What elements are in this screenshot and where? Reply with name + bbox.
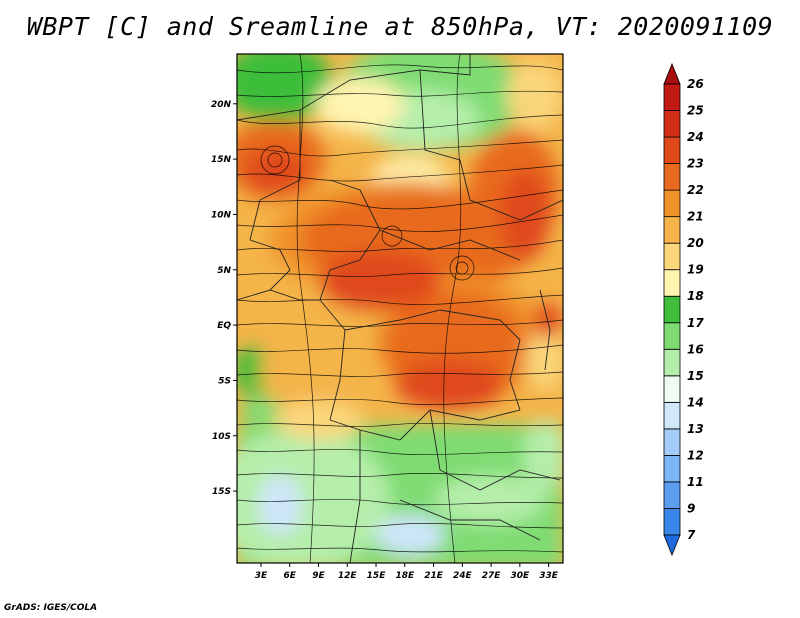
colorbar-swatch (663, 295, 681, 324)
colorbar-label: 26 (687, 77, 704, 91)
country-borders (237, 54, 563, 563)
colorbar-swatch (663, 163, 681, 191)
colorbar-label: 25 (687, 104, 704, 118)
colorbar-swatch (663, 375, 681, 403)
colorbar-max-arrow (663, 62, 681, 85)
colorbar-label: 16 (687, 342, 704, 356)
y-tick-label: EQ (217, 321, 231, 331)
x-tick-label: 33E (539, 571, 559, 581)
colorbar-swatch (663, 508, 681, 536)
x-tick-label: 18E (395, 571, 415, 581)
colorbar-swatch (663, 269, 681, 297)
colorbar-label: 12 (687, 448, 704, 462)
y-tick-label: 15S (212, 487, 231, 497)
x-tick-label: 9E (312, 571, 325, 581)
colorbar-swatch (663, 110, 681, 138)
colorbar-label: 15 (687, 369, 704, 383)
x-tick-label: 21E (424, 571, 444, 581)
colorbar-label: 24 (687, 130, 704, 144)
colorbar-label: 14 (687, 395, 704, 409)
x-tick-label: 30E (511, 571, 531, 581)
colorbar: 7 9 11 12 13 14 15 16 17 18 19 20 21 22 23 24 25 26 (663, 62, 704, 557)
colorbar-label: 19 (687, 263, 704, 277)
x-tick-label: 12E (338, 571, 358, 581)
colorbar-swatch (663, 242, 681, 271)
y-axis: 20N 15N 10N 5N EQ 5S 10S 15S (211, 100, 237, 497)
colorbar-label: 21 (687, 210, 704, 224)
x-tick-label: 3E (255, 571, 268, 581)
colorbar-label: 9 (687, 501, 695, 515)
y-tick-label: 10S (212, 432, 231, 442)
colorbar-swatch (663, 216, 681, 244)
x-tick-label: 15E (367, 571, 387, 581)
colorbar-swatch (663, 455, 681, 483)
chart-title: WBPT [C] and Sreamline at 850hPa, VT: 20… (26, 12, 774, 41)
colorbar-swatch (663, 348, 681, 377)
x-tick-label: 27E (482, 571, 502, 581)
colorbar-swatch (663, 481, 681, 509)
colorbar-label: 20 (687, 236, 704, 250)
y-tick-label: 10N (211, 210, 232, 220)
x-axis: 3E 6E 9E 12E 15E 18E 21E 24E 27E 30E 33E (255, 563, 559, 581)
colorbar-swatch (663, 83, 681, 111)
colorbar-swatch (663, 428, 681, 456)
y-tick-label: 20N (211, 100, 232, 110)
y-tick-label: 5S (218, 376, 231, 386)
colorbar-label: 13 (687, 422, 704, 436)
wbpt-field (237, 54, 563, 563)
colorbar-label: 7 (687, 528, 696, 542)
colorbar-label: 18 (687, 289, 704, 303)
x-tick-label: 6E (284, 571, 297, 581)
x-tick-label: 24E (453, 571, 473, 581)
y-tick-label: 15N (211, 155, 232, 165)
y-tick-label: 5N (217, 266, 231, 276)
colorbar-label: 11 (687, 475, 704, 489)
colorbar-label: 22 (687, 183, 704, 197)
colorbar-swatch (663, 401, 681, 430)
colorbar-swatch (663, 136, 681, 164)
colorbar-swatch (663, 189, 681, 218)
colorbar-label: 17 (687, 316, 704, 330)
colorbar-label: 23 (687, 157, 704, 171)
colorbar-min-arrow (663, 534, 681, 557)
grads-credit: GrADS: IGES/COLA (4, 603, 98, 613)
map-frame (236, 53, 564, 564)
colorbar-swatch (663, 322, 681, 350)
